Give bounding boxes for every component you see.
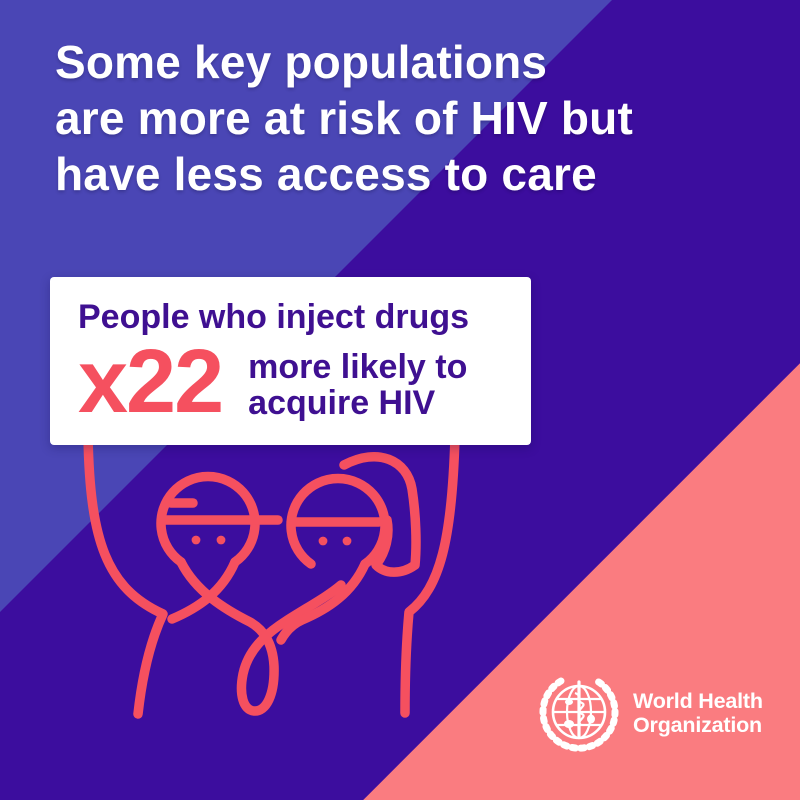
- right-person-arm-body: [400, 432, 460, 718]
- serpent-icon: [574, 691, 585, 726]
- stat-description-line: acquire HIV: [248, 384, 436, 422]
- stat-card: People who inject drugs x22 more likely …: [50, 277, 531, 445]
- who-logo: World Health Organization: [536, 669, 763, 755]
- left-person-eye: [191, 535, 201, 545]
- stat-card-title: People who inject drugs: [78, 298, 470, 336]
- who-emblem-icon: [539, 677, 619, 752]
- who-wordmark-line: Organization: [633, 713, 762, 737]
- right-person-eye: [342, 536, 352, 546]
- globe-landmass: [587, 714, 595, 724]
- stat-card-row: x22 more likely to acquire HIV: [78, 332, 503, 432]
- stat-description-line: more likely to: [248, 348, 468, 386]
- left-person-arm-body: [83, 431, 168, 719]
- who-wordmark-line: World Health: [633, 689, 763, 713]
- globe-landmass: [564, 720, 574, 728]
- headline-line: Some key populations: [55, 36, 548, 88]
- right-person-eye: [318, 536, 328, 546]
- laurel-wreath-icon: [539, 677, 619, 752]
- left-person-eye: [216, 535, 226, 545]
- stat-description: more likely to acquire HIV: [248, 349, 467, 421]
- ponytail-icon: [339, 452, 421, 577]
- globe-landmass: [565, 699, 573, 705]
- left-person-head: [156, 471, 260, 567]
- headline: Some key populations are more at risk of…: [55, 34, 633, 202]
- connecting-loop-strand: [176, 557, 346, 716]
- headline-line: have less access to care: [55, 148, 597, 200]
- headline-line: are more at risk of HIV but: [55, 92, 633, 144]
- stat-multiplier: x22: [78, 332, 224, 432]
- right-person-chin-strand: [276, 559, 370, 645]
- who-wordmark: World Health Organization: [633, 689, 763, 737]
